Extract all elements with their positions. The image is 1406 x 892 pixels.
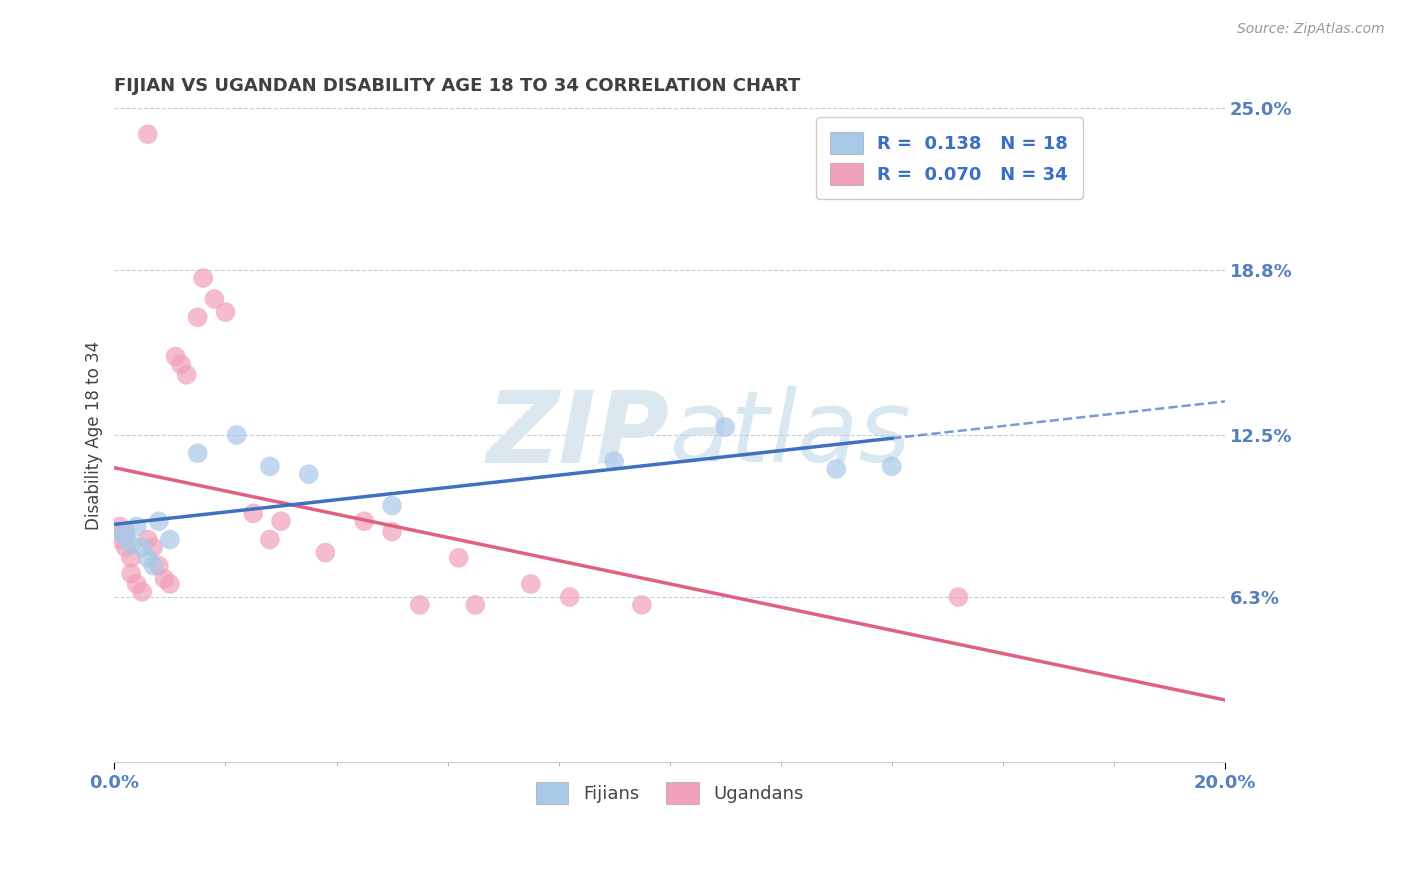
Point <box>259 533 281 547</box>
Point <box>125 577 148 591</box>
Point <box>108 519 131 533</box>
Point <box>298 467 321 482</box>
Point <box>225 428 247 442</box>
Point <box>131 541 153 555</box>
Point <box>148 558 170 573</box>
Point <box>114 524 136 539</box>
Point <box>136 128 159 142</box>
Point <box>558 590 581 604</box>
Text: ZIP: ZIP <box>486 386 669 483</box>
Point <box>120 538 142 552</box>
Point <box>159 577 181 591</box>
Point <box>948 590 970 604</box>
Point <box>259 459 281 474</box>
Text: FIJIAN VS UGANDAN DISABILITY AGE 18 TO 34 CORRELATION CHART: FIJIAN VS UGANDAN DISABILITY AGE 18 TO 3… <box>114 78 800 95</box>
Y-axis label: Disability Age 18 to 34: Disability Age 18 to 34 <box>86 341 103 530</box>
Point <box>120 550 142 565</box>
Point <box>114 541 136 555</box>
Point <box>142 541 165 555</box>
Point <box>114 530 136 544</box>
Point <box>353 514 375 528</box>
Point <box>142 558 165 573</box>
Point <box>176 368 198 382</box>
Point <box>603 454 626 468</box>
Point <box>409 598 432 612</box>
Point <box>464 598 486 612</box>
Point <box>159 533 181 547</box>
Point <box>153 572 176 586</box>
Point <box>120 566 142 581</box>
Point <box>170 357 193 371</box>
Point <box>631 598 654 612</box>
Text: atlas: atlas <box>669 386 911 483</box>
Point <box>108 524 131 539</box>
Point <box>270 514 292 528</box>
Point <box>193 271 215 285</box>
Point <box>125 519 148 533</box>
Point <box>136 550 159 565</box>
Point <box>187 310 209 325</box>
Point <box>447 550 470 565</box>
Legend: Fijians, Ugandans: Fijians, Ugandans <box>529 775 811 812</box>
Point <box>165 350 187 364</box>
Text: Source: ZipAtlas.com: Source: ZipAtlas.com <box>1237 22 1385 37</box>
Point <box>131 584 153 599</box>
Point <box>520 577 543 591</box>
Point <box>381 524 404 539</box>
Point <box>148 514 170 528</box>
Point <box>214 305 236 319</box>
Point <box>187 446 209 460</box>
Point <box>202 292 225 306</box>
Point <box>108 533 131 547</box>
Point <box>825 462 848 476</box>
Point <box>314 546 336 560</box>
Point <box>381 499 404 513</box>
Point <box>242 507 264 521</box>
Point <box>136 533 159 547</box>
Point <box>714 420 737 434</box>
Point <box>880 459 903 474</box>
